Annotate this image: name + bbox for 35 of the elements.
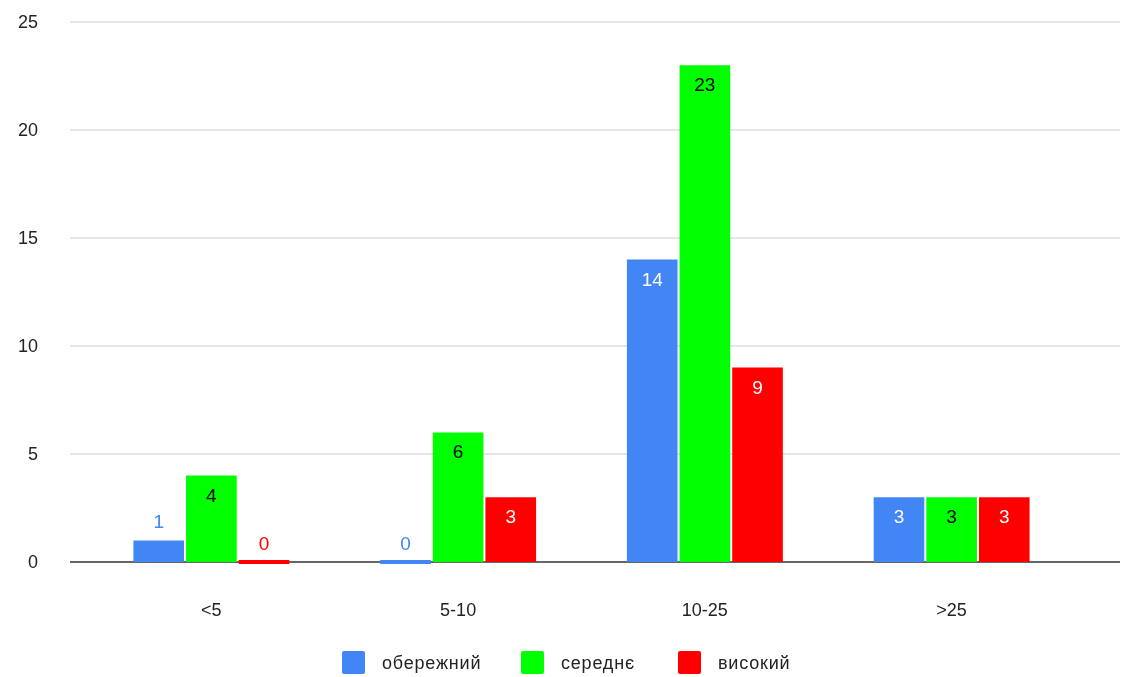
data-label: 9 <box>752 376 763 398</box>
bar <box>626 259 678 562</box>
x-tick-label: 5-10 <box>440 600 477 620</box>
bar <box>732 367 783 562</box>
x-tick-label: <5 <box>201 600 222 620</box>
legend-label: високий <box>718 653 791 673</box>
data-label: 3 <box>998 506 1010 528</box>
y-tick-label: 10 <box>17 336 38 356</box>
legend-label: обережний <box>382 653 482 673</box>
data-label: 0 <box>400 533 411 554</box>
legend-label: середнє <box>561 653 635 673</box>
data-label: 3 <box>893 506 905 528</box>
bar <box>926 497 977 562</box>
bar <box>873 497 925 562</box>
data-label: 4 <box>206 484 218 506</box>
bar <box>186 475 237 562</box>
y-tick-label: 5 <box>27 444 38 464</box>
data-label: 3 <box>946 506 957 528</box>
data-label: 23 <box>694 74 716 96</box>
bar <box>133 540 185 562</box>
y-tick-label: 25 <box>17 12 38 32</box>
bar <box>978 497 1030 562</box>
data-label: 3 <box>505 506 517 528</box>
bar <box>679 65 731 562</box>
bar <box>485 497 537 562</box>
bar <box>432 432 484 562</box>
data-label: 0 <box>258 533 270 554</box>
x-tick-label: >25 <box>936 600 967 620</box>
data-label: 1 <box>153 511 165 533</box>
y-tick-label: 20 <box>17 120 38 140</box>
y-tick-label: 0 <box>27 552 38 572</box>
data-label: 14 <box>641 268 664 290</box>
data-label: 6 <box>452 441 464 463</box>
x-tick-label: 10-25 <box>681 600 728 620</box>
y-tick-label: 15 <box>17 228 38 248</box>
